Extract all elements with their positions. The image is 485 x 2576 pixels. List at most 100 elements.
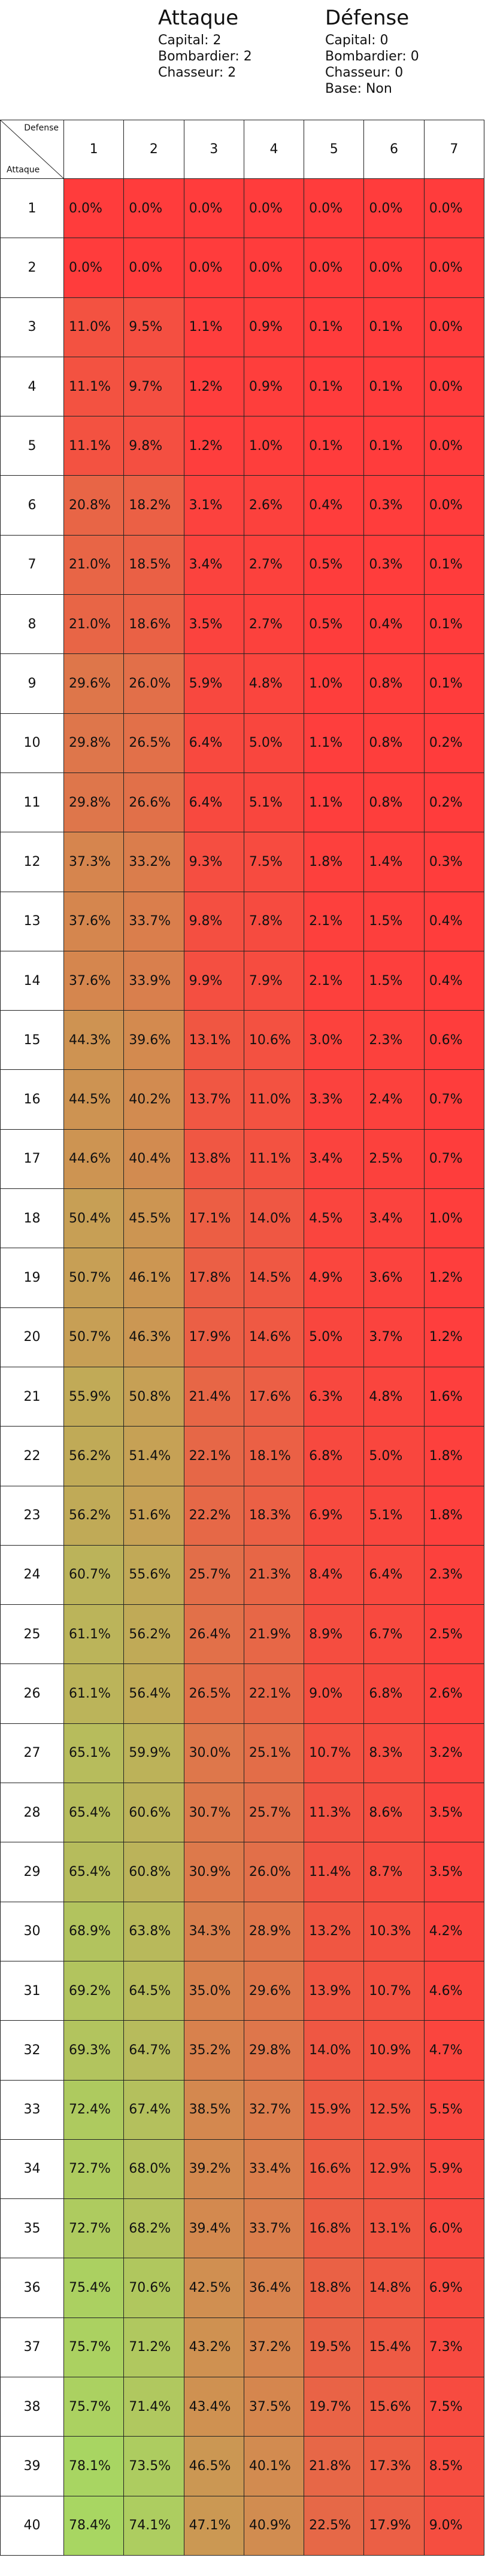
probability-cell: 13.8% xyxy=(183,1129,244,1190)
probability-cell: 61.1% xyxy=(63,1663,125,1724)
probability-cell: 5.0% xyxy=(243,713,305,773)
probability-cell: 11.0% xyxy=(243,1069,305,1130)
probability-cell: 22.1% xyxy=(243,1663,305,1724)
probability-cell: 9.5% xyxy=(123,297,184,357)
probability-cell: 38.5% xyxy=(183,2079,244,2140)
probability-cell: 0.1% xyxy=(363,416,425,476)
probability-cell: 39.6% xyxy=(123,1010,184,1070)
probability-cell: 9.7% xyxy=(123,356,184,417)
corner-cell: Defense Attaque xyxy=(0,120,64,179)
probability-cell: 1.6% xyxy=(423,1366,484,1427)
probability-cell: 5.0% xyxy=(304,1307,365,1367)
probability-cell: 2.7% xyxy=(243,594,305,655)
table-row: 33 72.4% 67.4% 38.5% 32.7% 15.9% 12.5% 5.5% xyxy=(0,2079,484,2140)
probability-cell: 2.6% xyxy=(243,475,305,536)
probability-cell: 21.3% xyxy=(243,1544,305,1605)
probability-cell: 65.4% xyxy=(63,1842,125,1902)
row-header: 14 xyxy=(0,950,64,1011)
probability-cell: 60.6% xyxy=(123,1783,184,1843)
row-header: 2 xyxy=(0,238,64,298)
table-body: 1 0.0% 0.0% 0.0% 0.0% 0.0% 0.0% 0.0% 2 0.0% 0.0% 0.… xyxy=(0,178,484,2556)
table-row: 39 78.1% 73.5% 46.5% 40.1% 21.8% 17.3% 8.5% xyxy=(0,2436,484,2496)
probability-cell: 6.4% xyxy=(363,1544,425,1605)
probability-cell: 46.3% xyxy=(123,1307,184,1367)
probability-cell: 17.1% xyxy=(183,1188,244,1249)
probability-cell: 56.4% xyxy=(123,1663,184,1724)
probability-cell: 7.8% xyxy=(243,891,305,951)
probability-cell: 40.1% xyxy=(243,2436,305,2496)
probability-cell: 1.8% xyxy=(304,832,365,892)
probability-cell: 13.1% xyxy=(183,1010,244,1070)
table-row: 4 11.1% 9.7% 1.2% 0.9% 0.1% 0.1% 0.0% xyxy=(0,356,484,417)
probability-cell: 0.4% xyxy=(423,950,484,1011)
probability-cell: 44.3% xyxy=(63,1010,125,1070)
defense-summary: Défense Capital: 0 Bombardier: 0 Chasseu… xyxy=(325,6,419,97)
probability-cell: 0.6% xyxy=(423,1010,484,1070)
defense-base: Base: Non xyxy=(325,81,392,96)
probability-cell: 1.2% xyxy=(423,1248,484,1308)
table-row: 11 29.8% 26.6% 6.4% 5.1% 1.1% 0.8% 0.2% xyxy=(0,772,484,833)
probability-cell: 6.9% xyxy=(423,2258,484,2318)
table-row: 20 50.7% 46.3% 17.9% 14.6% 5.0% 3.7% 1.2% xyxy=(0,1307,484,1367)
table-row: 26 61.1% 56.4% 26.5% 22.1% 9.0% 6.8% 2.6% xyxy=(0,1663,484,1724)
row-header: 22 xyxy=(0,1426,64,1486)
probability-cell: 0.9% xyxy=(243,356,305,417)
table-row: 10 29.8% 26.5% 6.4% 5.0% 1.1% 0.8% 0.2% xyxy=(0,713,484,773)
probability-cell: 9.8% xyxy=(183,891,244,951)
row-header: 26 xyxy=(0,1663,64,1724)
row-header: 35 xyxy=(0,2198,64,2259)
row-header: 12 xyxy=(0,832,64,892)
probability-cell: 0.1% xyxy=(304,416,365,476)
probability-cell: 55.6% xyxy=(123,1544,184,1605)
probability-cell: 4.8% xyxy=(363,1366,425,1427)
probability-cell: 0.0% xyxy=(423,416,484,476)
row-header: 7 xyxy=(0,534,64,595)
probability-cell: 14.0% xyxy=(243,1188,305,1249)
table-row: 27 65.1% 59.9% 30.0% 25.1% 10.7% 8.3% 3.2% xyxy=(0,1723,484,1784)
probability-cell: 0.0% xyxy=(243,238,305,298)
probability-cell: 21.9% xyxy=(243,1604,305,1665)
probability-cell: 0.3% xyxy=(363,475,425,536)
probability-cell: 65.1% xyxy=(63,1723,125,1784)
probability-cell: 10.6% xyxy=(243,1010,305,1070)
probability-cell: 72.7% xyxy=(63,2139,125,2200)
probability-cell: 0.2% xyxy=(423,772,484,833)
probability-cell: 8.9% xyxy=(304,1604,365,1665)
probability-cell: 30.0% xyxy=(183,1723,244,1784)
probability-cell: 51.4% xyxy=(123,1426,184,1486)
probability-cell: 18.2% xyxy=(123,475,184,536)
probability-cell: 1.8% xyxy=(423,1426,484,1486)
probability-cell: 21.0% xyxy=(63,594,125,655)
probability-cell: 21.8% xyxy=(304,2436,365,2496)
row-header: 4 xyxy=(0,356,64,417)
probability-cell: 33.7% xyxy=(123,891,184,951)
table-row: 40 78.4% 74.1% 47.1% 40.9% 22.5% 17.9% 9.0% xyxy=(0,2495,484,2556)
probability-cell: 0.4% xyxy=(363,594,425,655)
probability-cell: 43.2% xyxy=(183,2317,244,2377)
probability-cell: 2.6% xyxy=(423,1663,484,1724)
row-header: 23 xyxy=(0,1485,64,1546)
probability-cell: 0.1% xyxy=(423,653,484,714)
probability-cell: 3.5% xyxy=(423,1783,484,1843)
probability-cell: 0.0% xyxy=(304,238,365,298)
probability-cell: 42.5% xyxy=(183,2258,244,2318)
probability-cell: 4.9% xyxy=(304,1248,365,1308)
table-row: 22 56.2% 51.4% 22.1% 18.1% 6.8% 5.0% 1.8% xyxy=(0,1426,484,1486)
probability-cell: 39.4% xyxy=(183,2198,244,2259)
row-header: 25 xyxy=(0,1604,64,1665)
probability-cell: 30.7% xyxy=(183,1783,244,1843)
probability-cell: 72.7% xyxy=(63,2198,125,2259)
table-row: 23 56.2% 51.6% 22.2% 18.3% 6.9% 5.1% 1.8% xyxy=(0,1485,484,1546)
probability-cell: 0.0% xyxy=(423,297,484,357)
table-row: 2 0.0% 0.0% 0.0% 0.0% 0.0% 0.0% 0.0% xyxy=(0,238,484,298)
probability-cell: 26.5% xyxy=(123,713,184,773)
row-header: 13 xyxy=(0,891,64,951)
probability-cell: 50.8% xyxy=(123,1366,184,1427)
probability-cell: 1.1% xyxy=(304,713,365,773)
probability-cell: 71.4% xyxy=(123,2376,184,2437)
probability-cell: 2.5% xyxy=(363,1129,425,1190)
row-header: 18 xyxy=(0,1188,64,1249)
row-header: 30 xyxy=(0,1901,64,1961)
table-row: 30 68.9% 63.8% 34.3% 28.9% 13.2% 10.3% 4.2% xyxy=(0,1901,484,1961)
probability-cell: 29.6% xyxy=(63,653,125,714)
